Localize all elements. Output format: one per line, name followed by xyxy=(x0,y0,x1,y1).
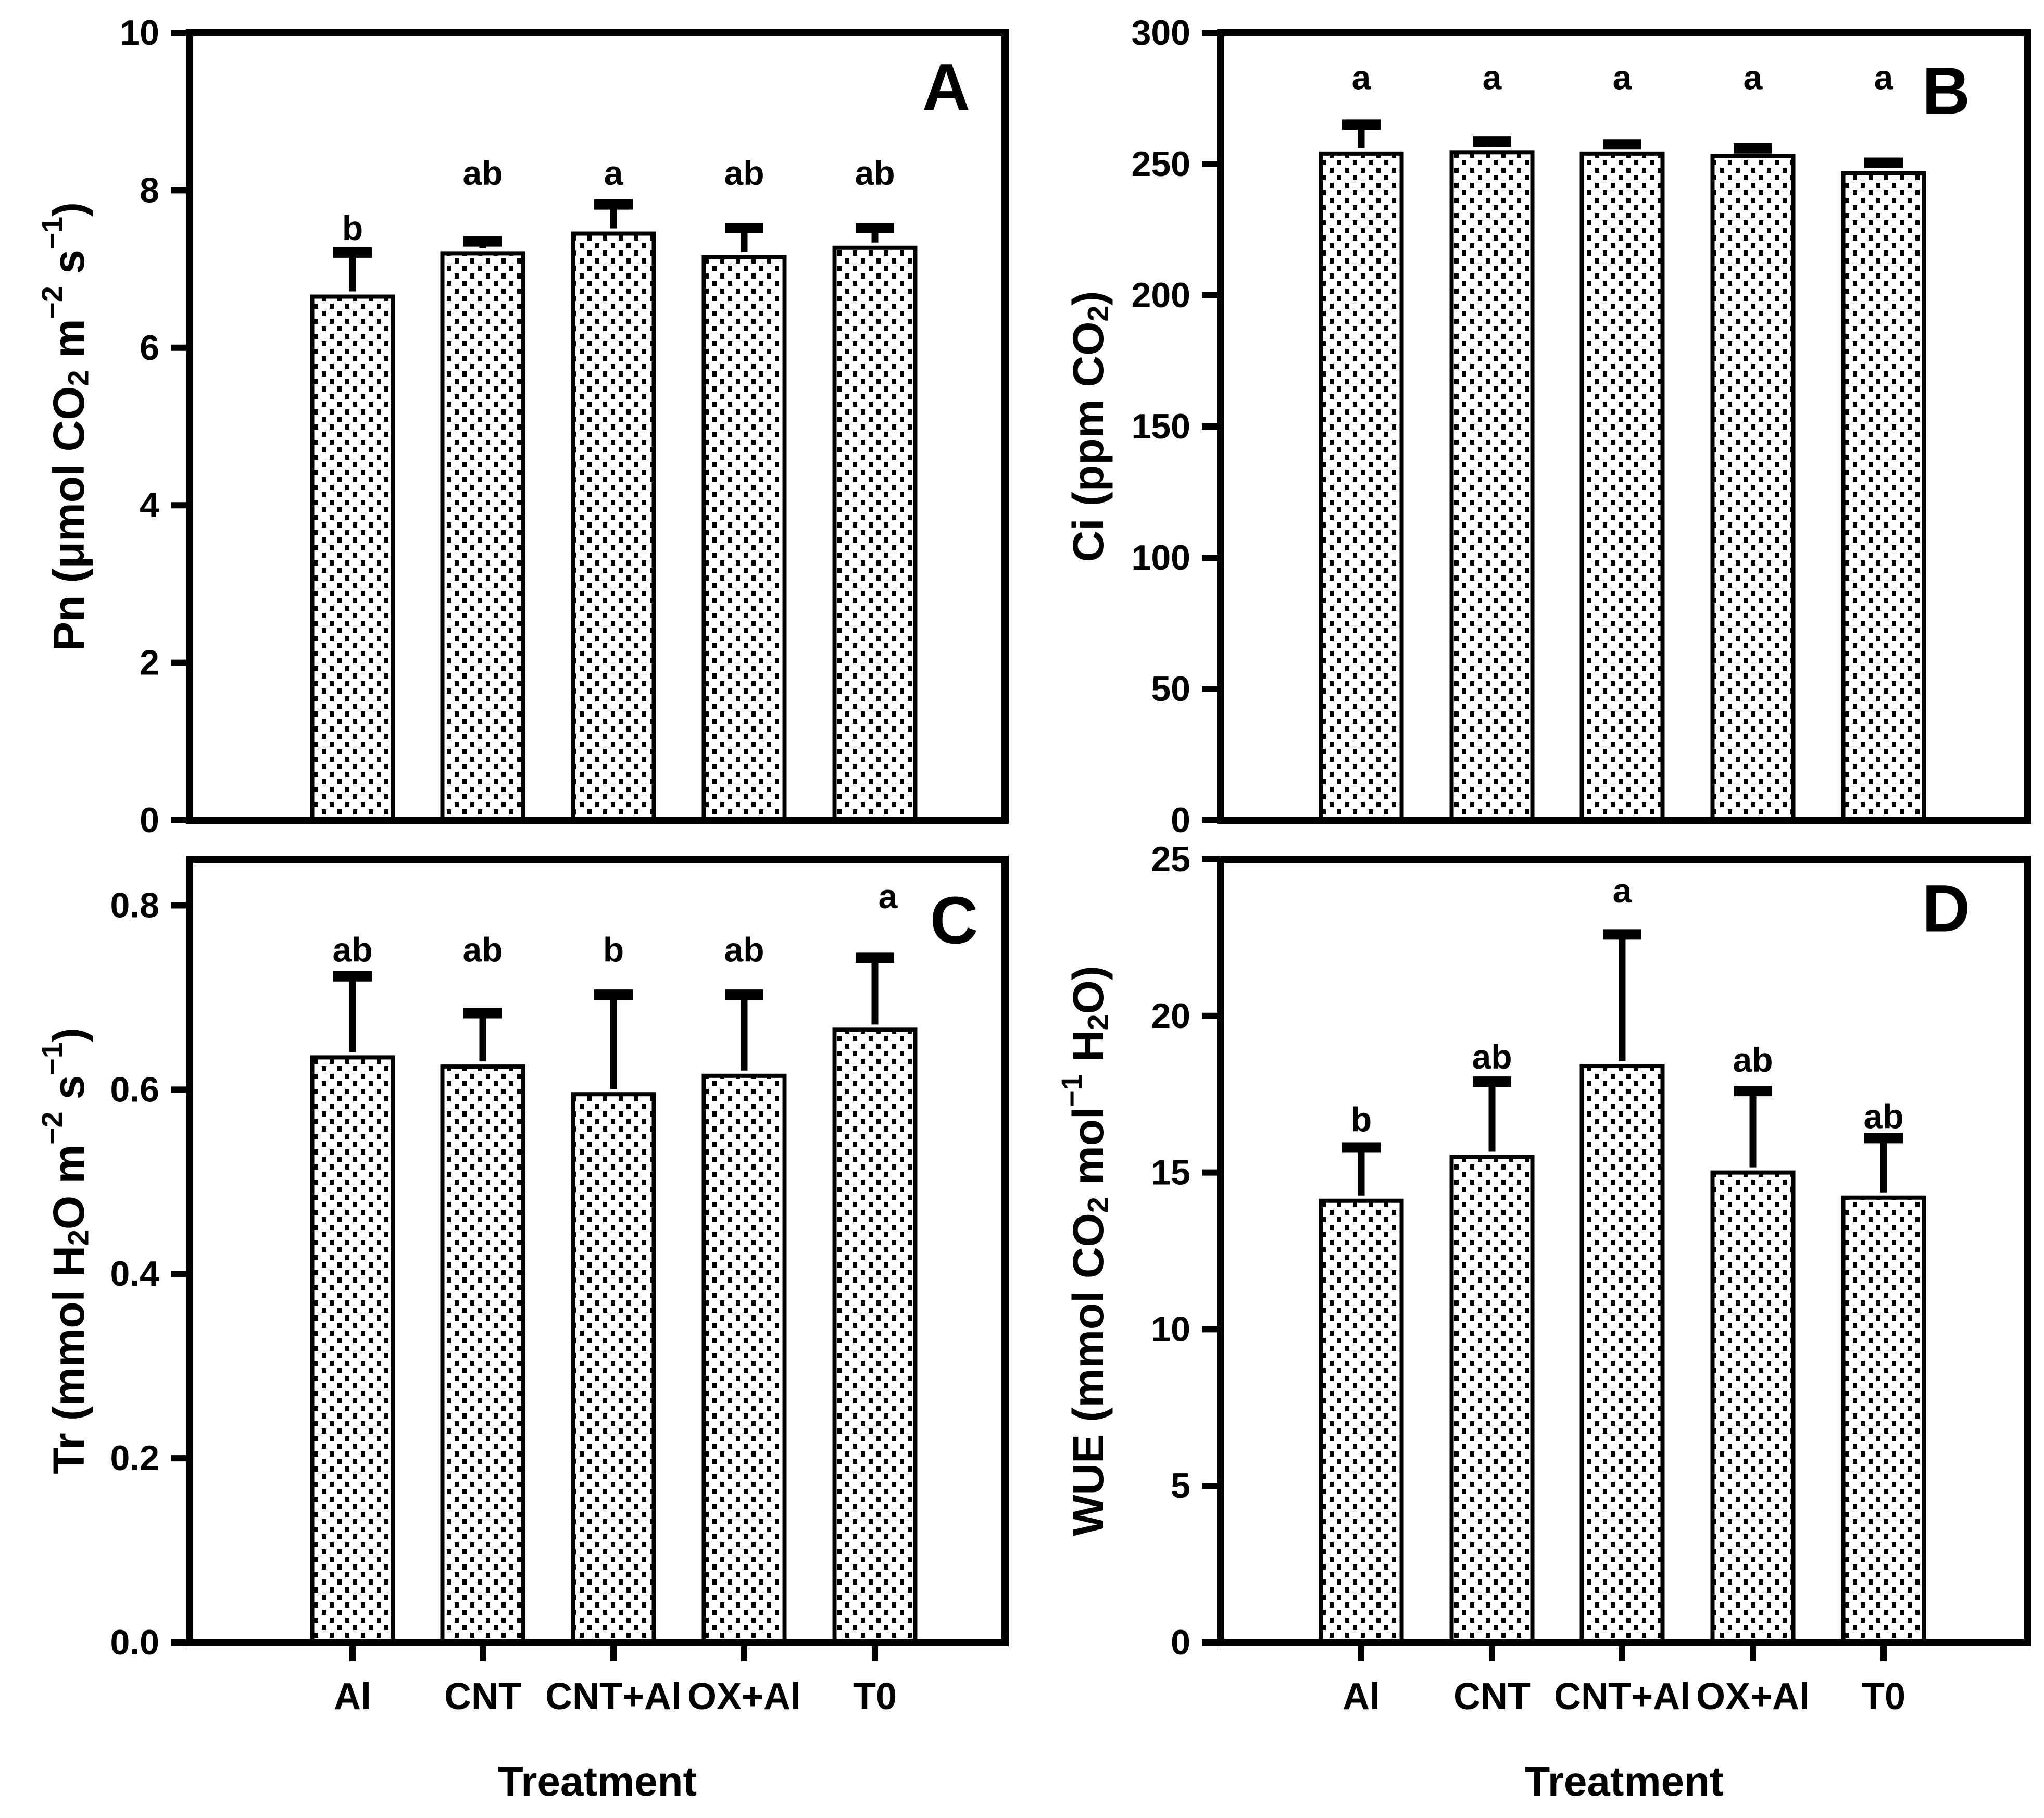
bar-ox-al xyxy=(1710,1170,1796,1645)
y-tick-label: 250 xyxy=(1132,144,1190,184)
bar-t0 xyxy=(1841,171,1926,822)
significance-letter: ab xyxy=(1733,1040,1773,1079)
x-axis-title: Treatment xyxy=(1524,1758,1723,1804)
significance-letter: b xyxy=(342,209,363,247)
significance-letter: ab xyxy=(462,930,503,969)
y-tick-label: 5 xyxy=(1171,1466,1190,1506)
significance-letter: ab xyxy=(1472,1037,1512,1076)
bar-al xyxy=(310,1055,395,1645)
bar-al xyxy=(1319,151,1404,823)
y-tick-label: 150 xyxy=(1132,407,1190,446)
bar-cnt xyxy=(440,251,525,822)
panel-a: 0 2 4 6 8 10 b ab a ab ab A Pn (μmol CO2 m−2 s−1) xyxy=(36,13,1009,840)
panel-letter: C xyxy=(930,884,978,958)
x-category-label: Al xyxy=(1343,1676,1380,1717)
bar-cnt-al xyxy=(571,1092,656,1645)
y-tick-label: 0.6 xyxy=(110,1070,159,1109)
y-tick-label: 25 xyxy=(1151,839,1190,879)
panel-c: 0.0 0.2 0.4 0.6 0.8 Al CNT CNT+Al OX+Al T0 Treatme… xyxy=(36,856,1009,1804)
y-axis-title: Pn (μmol CO2 m−2 s−1) xyxy=(36,202,94,651)
y-tick-label: 10 xyxy=(1151,1309,1190,1349)
significance-letter: a xyxy=(604,154,624,192)
panel-letter: B xyxy=(1922,54,1970,129)
y-axis-title: Ci (ppm CO2) xyxy=(1064,291,1114,562)
x-category-label: OX+Al xyxy=(1696,1676,1810,1717)
x-category-label: CNT+Al xyxy=(1554,1676,1690,1717)
bar-t0 xyxy=(1841,1195,1926,1645)
significance-letter: a xyxy=(879,877,898,916)
bar-ox-al xyxy=(701,255,787,822)
x-category-label: CNT xyxy=(1453,1676,1531,1717)
y-tick-label: 0.0 xyxy=(110,1623,159,1662)
plot-frame xyxy=(186,29,1009,824)
bar-ox-al xyxy=(1710,154,1796,822)
panel-letter: A xyxy=(922,51,970,125)
significance-letter: b xyxy=(603,930,624,969)
bar-cnt-al xyxy=(1579,1064,1665,1645)
significance-letter: a xyxy=(1352,58,1372,97)
significance-letter: a xyxy=(1613,871,1633,910)
y-tick-label: 200 xyxy=(1132,275,1190,315)
bar-ox-al xyxy=(701,1073,787,1645)
significance-letter: a xyxy=(1744,58,1763,97)
bar-cnt xyxy=(1449,150,1535,823)
bar-al xyxy=(1319,1198,1404,1645)
bar-t0 xyxy=(832,1027,918,1645)
x-category-label: T0 xyxy=(1862,1676,1905,1717)
y-tick-label: 15 xyxy=(1151,1153,1190,1193)
y-tick-label: 100 xyxy=(1132,538,1190,578)
bar-cnt-al xyxy=(1579,151,1665,823)
significance-letter: a xyxy=(1613,58,1633,97)
x-category-label: T0 xyxy=(853,1676,897,1717)
y-tick-label: 0.8 xyxy=(110,885,159,925)
y-tick-label: 0.2 xyxy=(110,1438,159,1478)
significance-letter: ab xyxy=(462,154,503,192)
y-tick-label: 0 xyxy=(1171,1623,1190,1662)
y-tick-label: 300 xyxy=(1132,13,1190,53)
y-tick-label: 2 xyxy=(140,643,159,683)
bar-al xyxy=(310,294,395,822)
bar-cnt xyxy=(440,1064,525,1645)
y-axis-title: WUE (mmol CO2 mol−1 H2O) xyxy=(1056,966,1114,1536)
y-tick-label: 8 xyxy=(140,170,159,210)
bar-t0 xyxy=(832,245,918,822)
bar-cnt xyxy=(1449,1155,1535,1645)
significance-letter: ab xyxy=(724,154,764,192)
significance-letter: a xyxy=(1483,58,1502,97)
x-axis-title: Treatment xyxy=(498,1758,697,1804)
y-tick-label: 6 xyxy=(140,328,159,368)
x-category-label: CNT xyxy=(444,1676,521,1717)
y-tick-label: 4 xyxy=(140,485,159,525)
significance-letter: ab xyxy=(855,154,895,192)
plot-frame xyxy=(186,856,1009,1646)
panel-letter: D xyxy=(1922,872,1970,946)
panel-d: 0 5 10 15 20 25 Al CNT CNT+Al OX+Al T0 Treatment b ab… xyxy=(1056,839,2031,1804)
bar-cnt-al xyxy=(571,231,656,822)
significance-letter: ab xyxy=(1863,1097,1903,1135)
y-tick-label: 10 xyxy=(120,13,159,53)
y-tick-label: 0 xyxy=(140,800,159,840)
x-category-label: OX+Al xyxy=(687,1676,801,1717)
y-tick-label: 0.4 xyxy=(110,1254,159,1294)
significance-letter: ab xyxy=(332,930,372,969)
x-category-label: CNT+Al xyxy=(545,1676,682,1717)
y-tick-label: 50 xyxy=(1151,669,1190,709)
y-axis-title: Tr (mmol H2O m−2 s−1) xyxy=(36,1027,94,1474)
x-category-label: Al xyxy=(334,1676,371,1717)
significance-letter: b xyxy=(1351,1100,1372,1138)
y-tick-label: 0 xyxy=(1171,800,1190,840)
significance-letter: ab xyxy=(724,930,764,969)
y-tick-label: 20 xyxy=(1151,996,1190,1036)
significance-letter: a xyxy=(1874,58,1894,97)
